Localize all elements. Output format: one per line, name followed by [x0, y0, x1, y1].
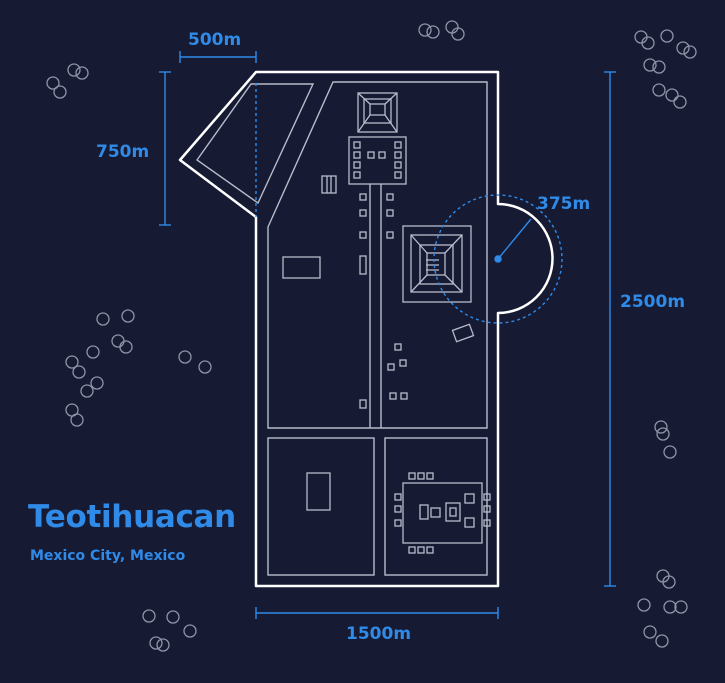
- site-location: Mexico City, Mexico: [30, 548, 186, 564]
- dimension-top-width: 500m: [188, 30, 242, 50]
- avenue-structures: [282, 175, 475, 511]
- site-boundary: [178, 70, 554, 588]
- citadel-icon: [394, 472, 491, 554]
- dimension-lines: [159, 51, 616, 619]
- dimension-total-height: 2500m: [620, 292, 686, 312]
- dimension-radius: 375m: [537, 194, 591, 214]
- tree-cluster-icon: [46, 20, 697, 652]
- pyramid-of-the-moon-icon: [348, 92, 407, 185]
- dimension-bottom-width: 1500m: [346, 624, 412, 644]
- inner-plan: [196, 81, 488, 576]
- dimension-left-height: 750m: [96, 142, 150, 162]
- pyramid-of-the-sun-icon: [402, 225, 472, 303]
- dimension-guides: [255, 83, 563, 324]
- site-title: Teotihuacan: [28, 499, 236, 535]
